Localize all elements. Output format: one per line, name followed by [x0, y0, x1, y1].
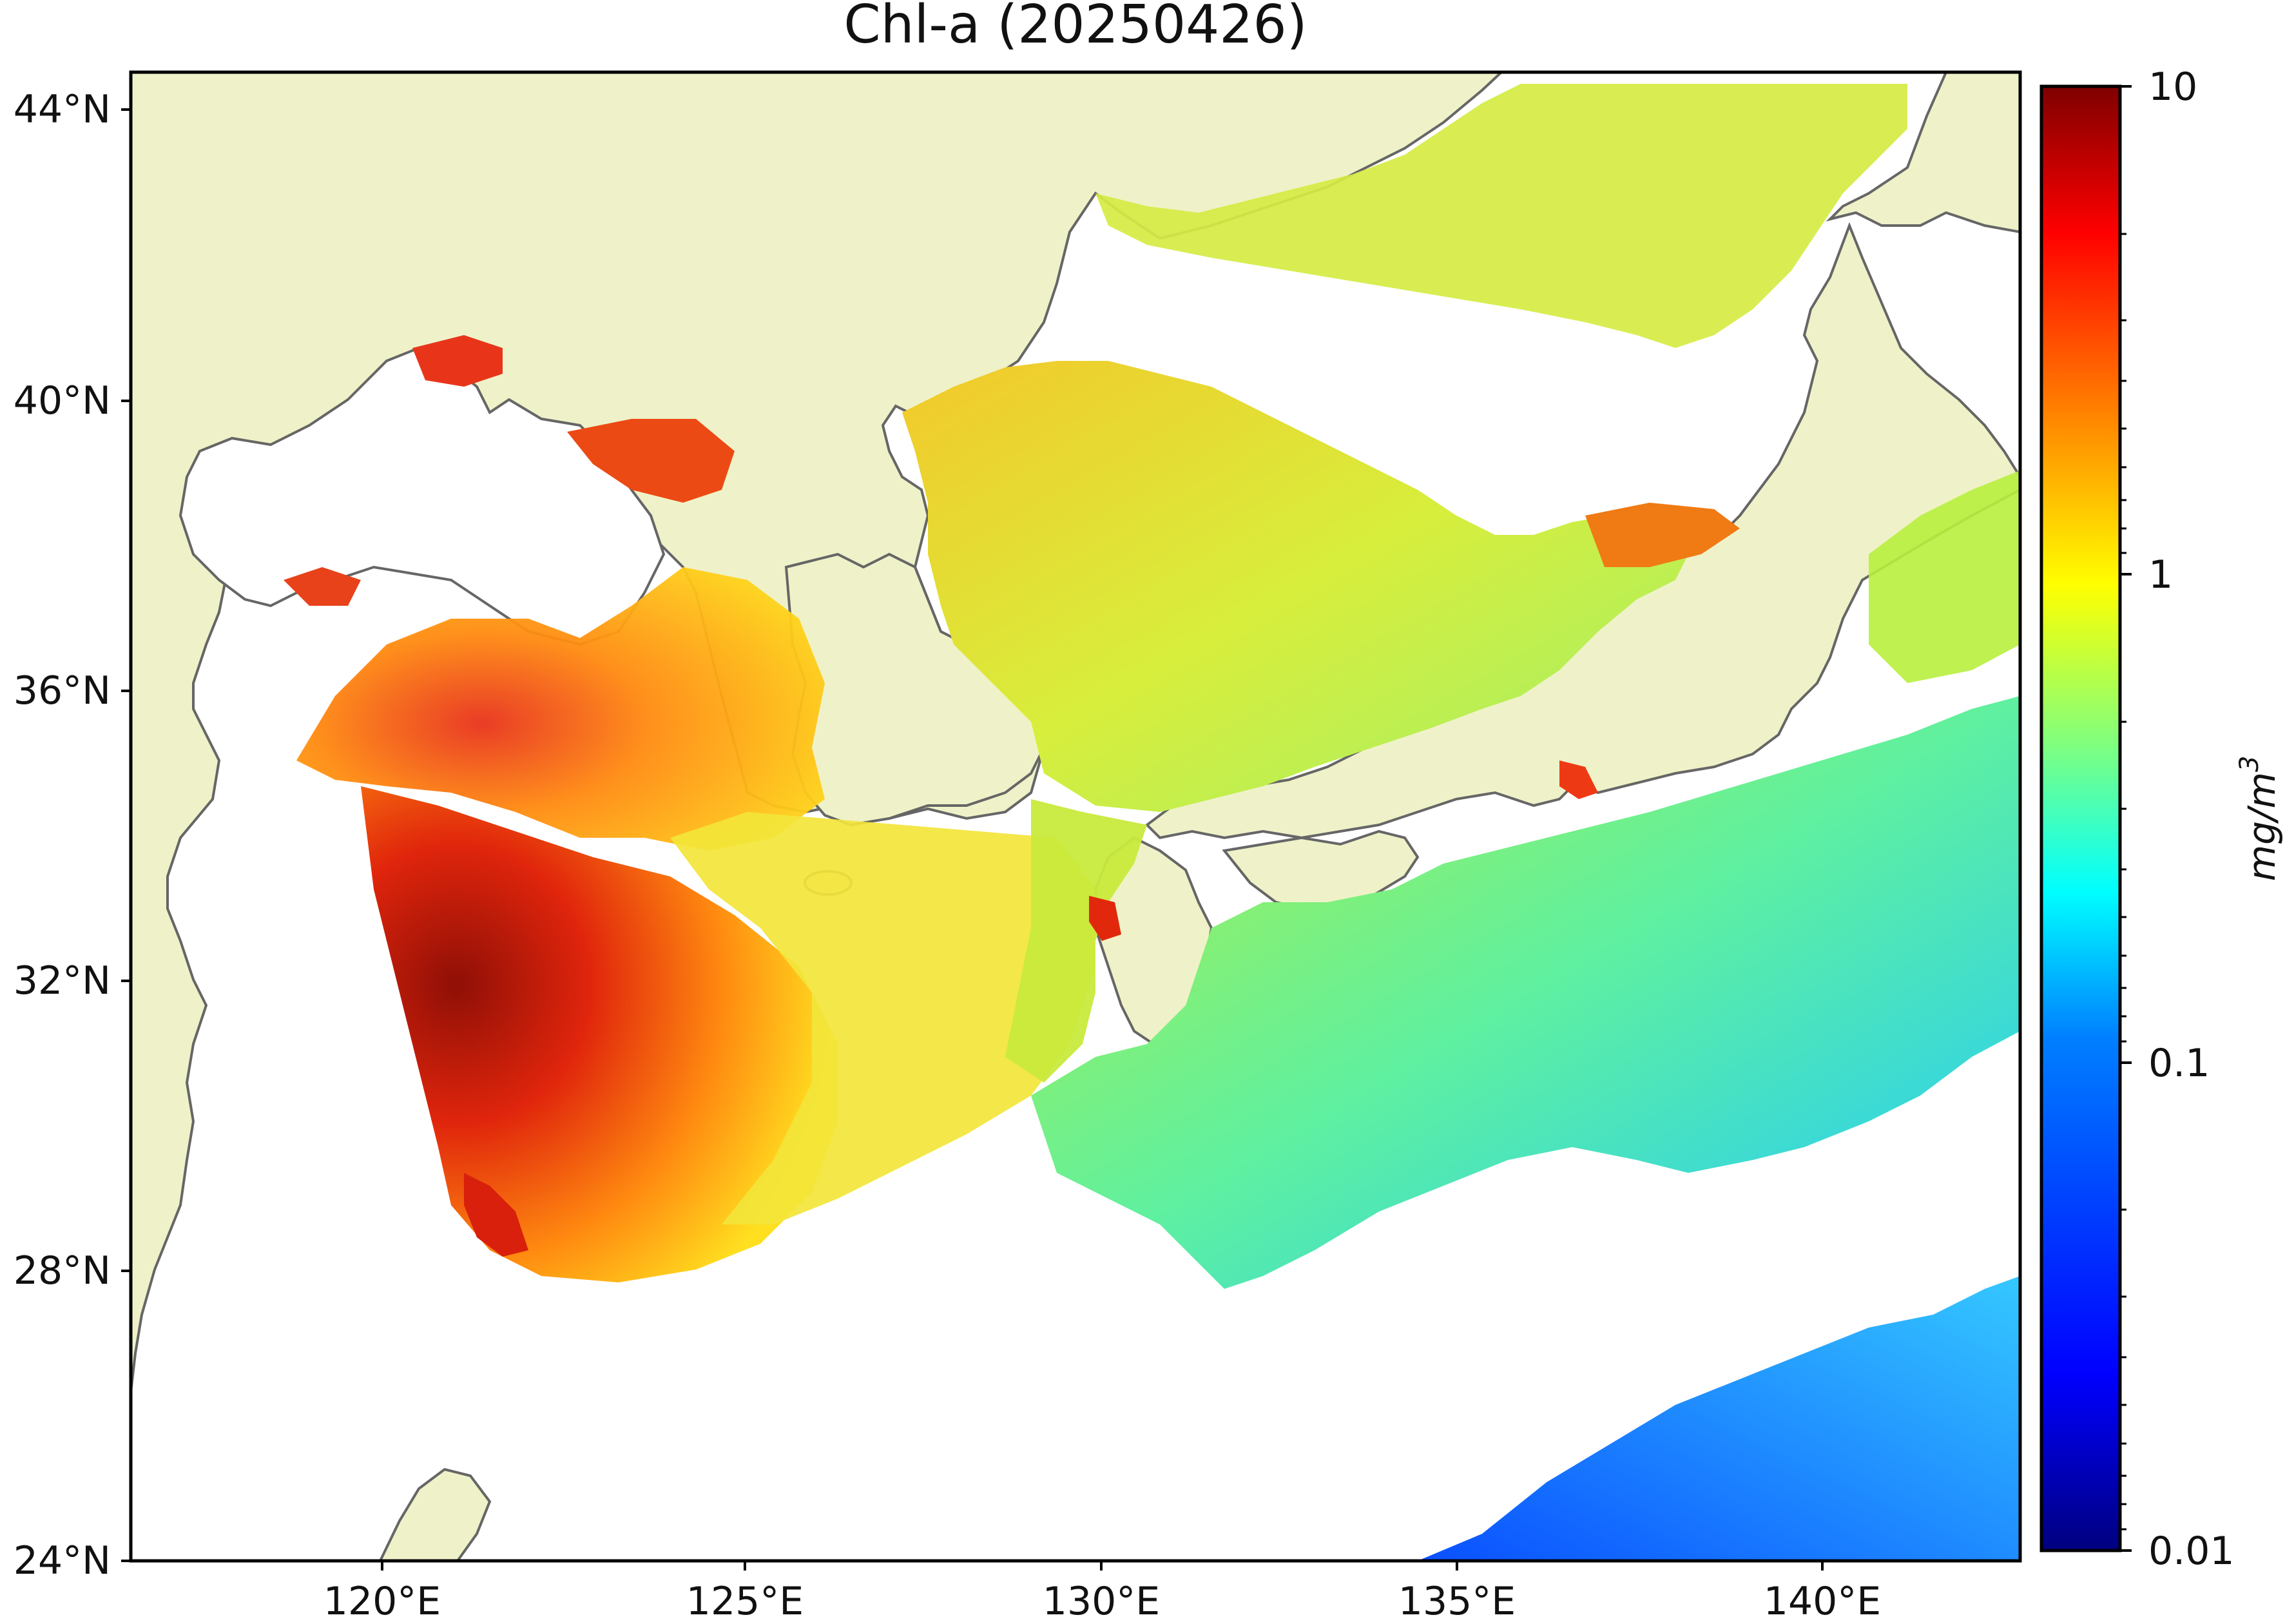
- chl-pacific-east: [1869, 470, 2020, 683]
- chl-fujian-coast: [464, 1173, 528, 1257]
- lat-label-32n: 32°N: [14, 958, 111, 1003]
- lat-label-24n: 24°N: [14, 1538, 111, 1583]
- chl-pacific-south: [1031, 696, 2020, 1289]
- lat-label-36n: 36°N: [14, 668, 111, 713]
- colorbar-unit-label: mg/m3: [2235, 756, 2284, 882]
- colorbar-minor-ticks: [2120, 233, 2126, 1531]
- chl-bohai-south: [284, 567, 361, 606]
- lat-label-40n: 40°N: [14, 378, 111, 423]
- chl-deep-pacific: [1418, 1276, 2020, 1561]
- chl-korea-strait: [1005, 799, 1147, 1083]
- colorbar-label-1: 1: [2148, 552, 2173, 597]
- chl-hokkaido-coast: [1585, 503, 1740, 567]
- chl-yangtze-plume: [361, 786, 838, 1282]
- lon-label-125e: 125°E: [686, 1579, 804, 1624]
- lat-label-28n: 28°N: [14, 1248, 111, 1293]
- chl-ariake: [1089, 896, 1121, 941]
- longitude-axis: [381, 1561, 1824, 1571]
- lon-label-140e: 140°E: [1764, 1579, 1881, 1624]
- colorbar-label-0-1: 0.1: [2148, 1041, 2210, 1086]
- chl-tokyo-bay: [1559, 760, 1598, 799]
- land-hokkaido: [1826, 72, 2020, 234]
- colorbar-unit-base: mg/m: [2240, 772, 2284, 881]
- chl-bohai-north: [412, 335, 503, 387]
- chl-liaodong: [567, 419, 735, 503]
- map-title: Chl-a (20250426): [844, 0, 1307, 55]
- chl-japan-sea-north: [1095, 84, 1907, 348]
- colorbar-label-10: 10: [2148, 64, 2197, 110]
- bohai-sea-no-data: [178, 346, 666, 646]
- lon-label-135e: 135°E: [1398, 1579, 1516, 1624]
- colorbar-gradient: [2039, 84, 2122, 1552]
- colorbar-label-0-01: 0.01: [2148, 1529, 2235, 1574]
- lat-label-44n: 44°N: [14, 87, 111, 132]
- lon-label-120e: 120°E: [323, 1579, 441, 1624]
- chl-japan-sea: [902, 361, 1688, 812]
- map-area: [131, 72, 2020, 1561]
- colorbar-ticks: [2120, 85, 2132, 1552]
- map-frame: [129, 70, 2022, 1563]
- chl-east-china-sea: [670, 812, 1095, 1224]
- latitude-axis: [121, 108, 131, 1562]
- land-taiwan: [378, 1467, 492, 1561]
- colorbar-unit-superscript: 3: [2235, 756, 2264, 772]
- chl-yellow-sea: [296, 567, 825, 851]
- lon-label-130e: 130°E: [1043, 1579, 1160, 1624]
